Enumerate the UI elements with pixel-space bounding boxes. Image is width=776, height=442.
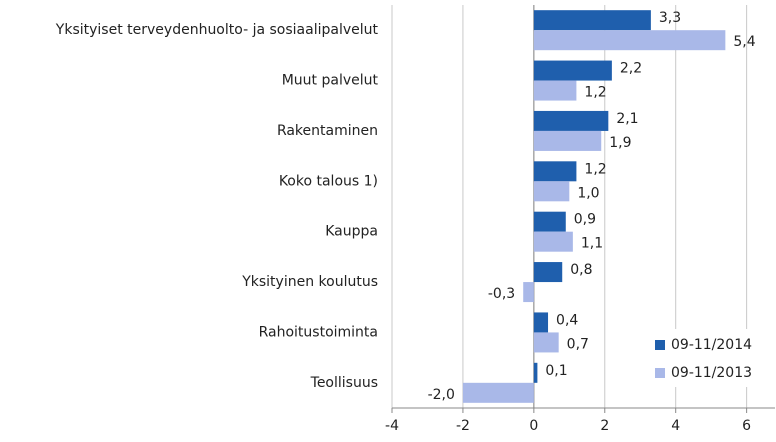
bar — [533, 181, 570, 202]
bar — [533, 211, 566, 232]
x-tick-label: -4 — [385, 418, 399, 434]
bar — [533, 262, 563, 283]
y-tick-label: Teollisuus — [310, 375, 378, 391]
bar — [533, 80, 577, 101]
x-tick-label: 6 — [742, 418, 751, 434]
bar — [462, 382, 534, 403]
value-label: 1,1 — [581, 236, 603, 252]
value-label: 2,2 — [620, 61, 642, 77]
legend-swatch — [655, 340, 665, 350]
value-label: 5,4 — [733, 34, 755, 50]
bar — [533, 60, 612, 81]
value-label: 1,2 — [584, 161, 606, 177]
bar — [533, 362, 538, 383]
value-label: 0,7 — [567, 336, 589, 352]
x-tick-label: 4 — [671, 418, 680, 434]
bar — [533, 110, 609, 131]
value-label: 0,4 — [556, 312, 578, 328]
bar — [523, 282, 534, 303]
bar — [533, 312, 549, 333]
bar — [533, 130, 602, 151]
value-label: 0,9 — [574, 212, 596, 228]
value-label: -2,0 — [428, 387, 455, 403]
value-label: 2,1 — [616, 111, 638, 127]
value-label: 1,2 — [584, 85, 606, 101]
legend-label: 09-11/2014 — [671, 337, 752, 353]
y-tick-label: Koko talous 1) — [279, 173, 378, 189]
value-label: 1,9 — [609, 135, 631, 151]
y-tick-label: Rakentaminen — [277, 123, 378, 139]
legend-box — [647, 329, 767, 387]
legend-label: 09-11/2013 — [671, 365, 752, 381]
bar — [533, 231, 573, 252]
value-label: 3,3 — [659, 10, 681, 26]
y-tick-label: Yksityiset terveydenhuolto- ja sosiaalip… — [55, 22, 379, 38]
bar — [533, 30, 726, 51]
x-tick-label: 2 — [600, 418, 609, 434]
bar — [533, 332, 559, 353]
bar — [533, 10, 651, 31]
y-tick-label: Kauppa — [325, 224, 378, 240]
x-tick-label: 0 — [529, 418, 538, 434]
x-tick-label: -2 — [456, 418, 470, 434]
value-label: 0,8 — [570, 262, 592, 278]
y-tick-label: Rahoitustoiminta — [259, 324, 378, 340]
y-tick-label: Yksityinen koulutus — [241, 274, 378, 290]
value-label: 1,0 — [577, 185, 599, 201]
y-tick-label: Muut palvelut — [282, 73, 379, 89]
legend-swatch — [655, 368, 665, 378]
value-label: 0,1 — [545, 363, 567, 379]
bar — [533, 161, 577, 182]
value-label: -0,3 — [488, 286, 515, 302]
